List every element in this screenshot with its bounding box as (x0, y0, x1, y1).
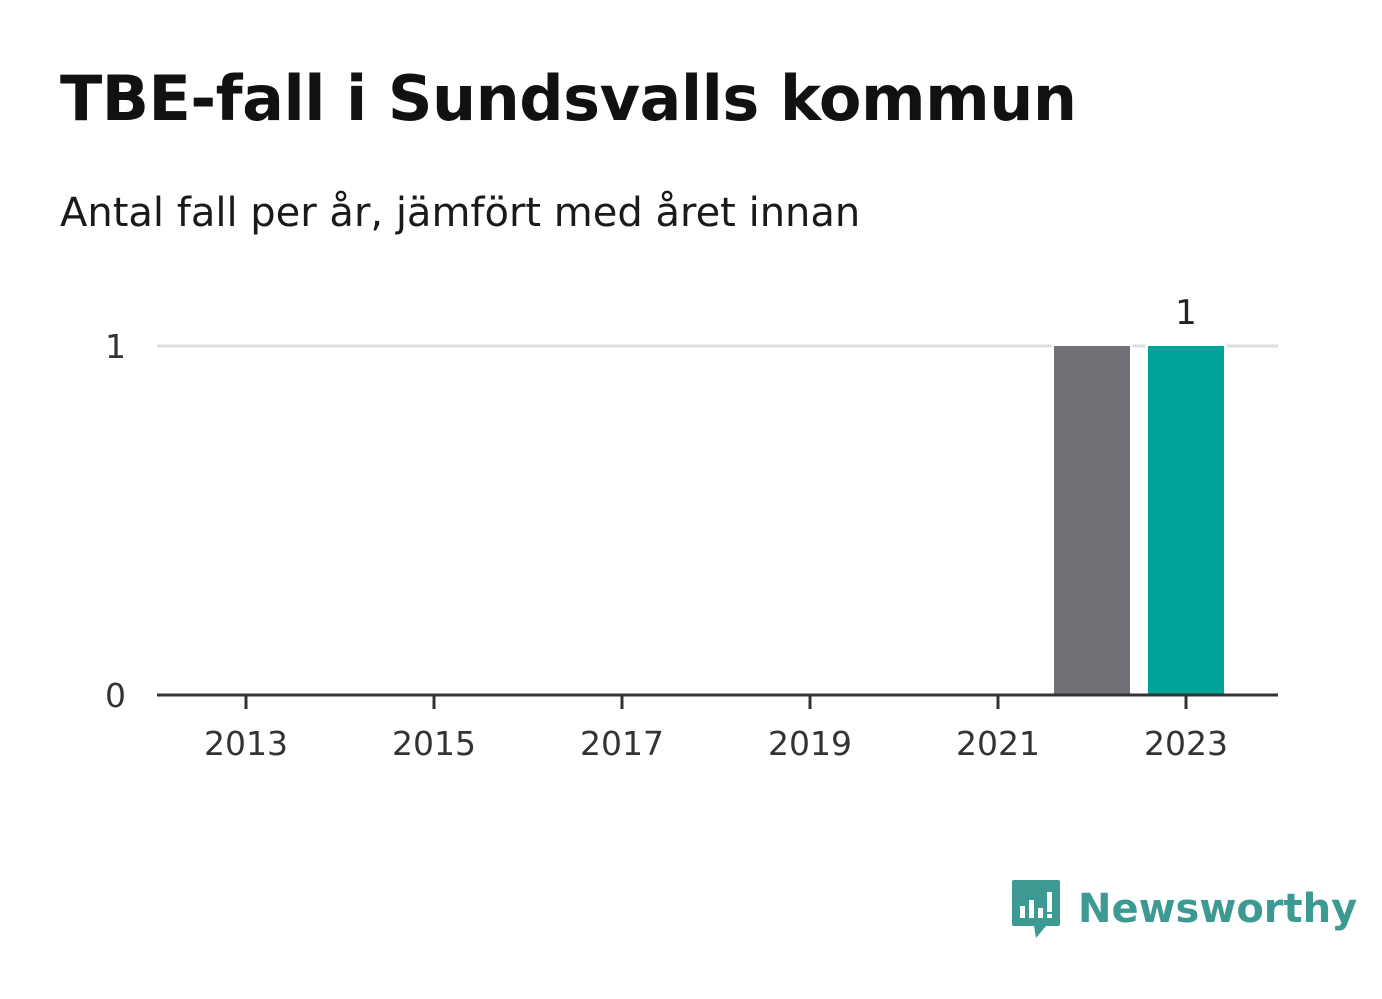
x-tick-label-2023: 2023 (1144, 724, 1228, 763)
x-tick-label-2021: 2021 (956, 724, 1040, 763)
chart-title: TBE-fall i Sundsvalls kommun (60, 62, 1077, 135)
x-tick-label-2015: 2015 (392, 724, 476, 763)
x-tick-label-2017: 2017 (580, 724, 664, 763)
x-tick-label-2019: 2019 (768, 724, 852, 763)
chart-subtitle: Antal fall per år, jämfört med året inna… (60, 190, 861, 236)
y-tick-label-0: 0 (105, 676, 126, 715)
newsworthy-logo: Newsworthy (1010, 878, 1357, 940)
bar-2022 (1051, 343, 1133, 698)
y-tick-label-1: 1 (105, 327, 126, 366)
value-label-2023: 1 (1175, 293, 1197, 333)
brand-name: Newsworthy (1078, 886, 1358, 932)
bar-2023 (1145, 343, 1227, 698)
chart-speech-bubble-icon (1012, 880, 1060, 938)
x-tick-label-2013: 2013 (204, 724, 288, 763)
